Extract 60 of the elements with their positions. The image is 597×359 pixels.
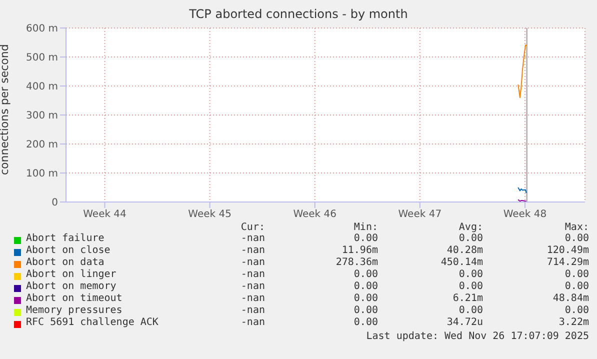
text: 0.00: [564, 269, 589, 280]
text: -nan: [240, 257, 265, 268]
chart-title: TCP aborted connections - by month: [188, 7, 409, 21]
text: 6.21m: [452, 293, 483, 304]
text: 48.84m: [552, 293, 589, 304]
text: 40.28m: [446, 245, 483, 256]
text: 450.14m: [440, 257, 483, 268]
text: 3.22m: [558, 317, 589, 328]
text: 0.00: [352, 317, 378, 328]
legend-label: Abort on linger: [26, 269, 116, 280]
legend-label: Abort on close: [26, 245, 110, 256]
y-tick-label: 300 m: [26, 110, 58, 122]
line-series: [518, 44, 527, 98]
text: Last update: Wed Nov 26 17:07:09 2025: [365, 331, 589, 342]
text: 0.00: [352, 305, 378, 316]
y-axis-title: connections per second: [0, 44, 11, 175]
text: -nan: [240, 281, 265, 292]
x-tick-label: Week 48: [503, 209, 547, 220]
y-tick-label: 0: [52, 198, 58, 209]
x-tick-label: Week 47: [398, 209, 442, 220]
x-tick-label: Week 44: [83, 209, 126, 220]
x-tick-label: Week 45: [188, 209, 232, 220]
text: 0.00: [564, 305, 589, 316]
text: -nan: [240, 293, 265, 304]
text: 34.72u: [446, 317, 483, 328]
text: 0.00: [458, 233, 483, 244]
y-tick-label: 500 m: [26, 52, 58, 64]
text: -nan: [240, 305, 265, 316]
legend-label: Abort failure: [26, 233, 104, 244]
legend-label: Memory pressures: [26, 305, 122, 316]
text: 0.00: [564, 281, 589, 292]
legend-label: Abort on data: [26, 257, 104, 268]
text: 0.00: [352, 233, 378, 244]
text: -nan: [240, 269, 265, 280]
y-tick-label: 200 m: [26, 140, 58, 151]
text: 0.00: [458, 305, 483, 316]
legend-label: RFC 5691 challenge ACK: [26, 317, 158, 328]
text: Avg:: [458, 222, 483, 233]
text: -nan: [240, 245, 265, 256]
text: 11.96m: [340, 245, 378, 256]
text: 0.00: [458, 281, 483, 292]
text: Min:: [352, 222, 378, 233]
text: Max:: [564, 222, 589, 233]
text: 714.29m: [546, 257, 589, 268]
y-tick-label: 400 m: [26, 82, 58, 93]
text: 0.00: [352, 269, 378, 280]
text: 0.00: [564, 233, 589, 244]
legend-label: Abort on memory: [26, 281, 116, 292]
y-tick-label: 100 m: [26, 168, 58, 180]
text: 278.36m: [334, 257, 378, 268]
text: 0.00: [352, 281, 378, 292]
y-tick-label: 600 m: [26, 24, 58, 35]
text: -nan: [240, 317, 265, 328]
text: 0.00: [352, 293, 378, 304]
x-tick-label: Week 46: [293, 209, 337, 220]
text: Cur:: [240, 222, 265, 233]
text: -nan: [240, 233, 265, 244]
text: 120.49m: [546, 245, 589, 256]
text: 0.00: [458, 269, 483, 280]
legend-label: Abort on timeout: [26, 293, 122, 304]
